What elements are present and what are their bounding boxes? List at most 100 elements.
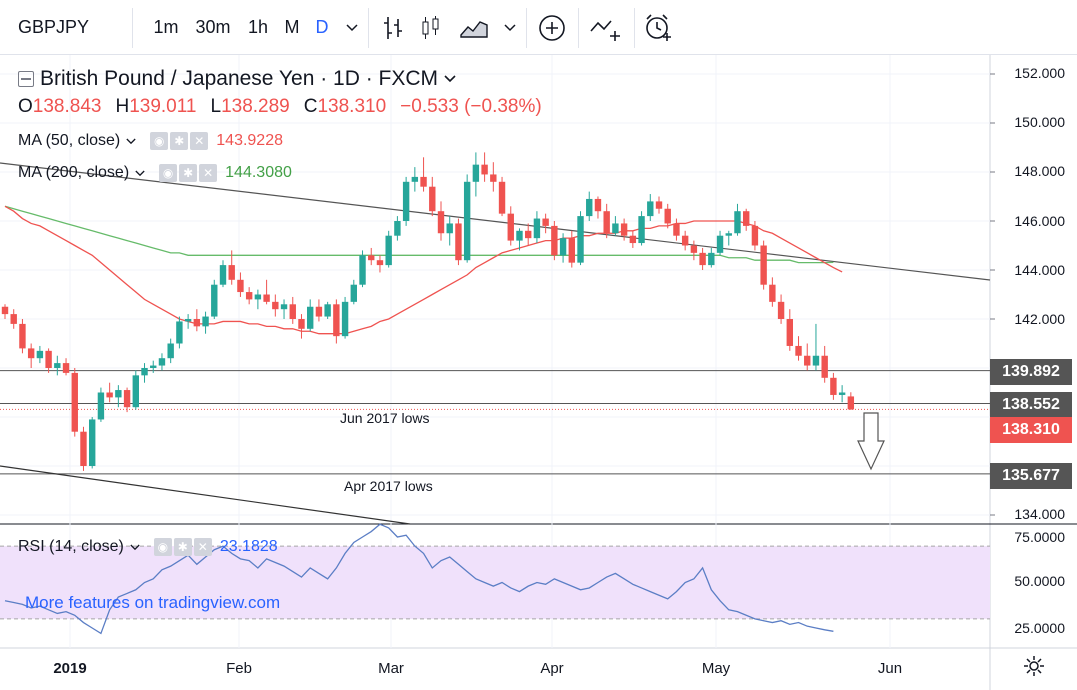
candle xyxy=(19,319,26,354)
candle xyxy=(725,230,732,246)
candle-body xyxy=(490,174,497,182)
rsi-visibility-eye-icon[interactable]: ◉ xyxy=(153,538,172,556)
interval-monthly[interactable]: M xyxy=(284,17,300,37)
top-toolbar: GBPJPY 1m 30m 1h M D xyxy=(0,0,1077,55)
candle xyxy=(237,272,244,297)
ohlc-change-value: −0.533 (−0.38%) xyxy=(400,96,542,117)
candle xyxy=(690,240,698,261)
ma50-chevron-icon[interactable] xyxy=(126,138,136,145)
ma200-legend[interactable]: MA (200, close) ◉ ✱ ✕ 144.3080 xyxy=(18,164,292,182)
ma200-visibility-eye-icon[interactable]: ◉ xyxy=(159,164,178,182)
candle-body xyxy=(734,211,741,234)
candle xyxy=(368,247,375,266)
legend-title-row: British Pound / Japanese Yen · 1D · FXCM xyxy=(18,67,456,91)
candle xyxy=(481,152,488,182)
apr-2017-lows-label[interactable]: Apr 2017 lows xyxy=(344,478,433,494)
ma200-remove-close-icon[interactable]: ✕ xyxy=(199,164,218,182)
candle xyxy=(141,363,148,383)
rsi-chevron-icon[interactable] xyxy=(130,544,140,551)
candle-body xyxy=(708,252,715,266)
candle xyxy=(777,294,785,324)
chart-area[interactable]: British Pound / Japanese Yen · 1D · FXCM… xyxy=(0,55,1077,690)
rsi-legend[interactable]: RSI (14, close) ◉ ✱ ✕ 23.1828 xyxy=(18,538,278,556)
time-tick-mar: Mar xyxy=(378,660,404,677)
candle-body xyxy=(80,431,87,466)
candle xyxy=(795,336,802,361)
ohlc-low-value: 138.289 xyxy=(221,96,290,117)
candle-body xyxy=(150,365,157,368)
candle xyxy=(655,196,663,214)
candle xyxy=(455,218,462,266)
ma50-visibility-eye-icon[interactable]: ◉ xyxy=(150,132,169,150)
tradingview-watermark[interactable]: More features on tradingview.com xyxy=(25,593,281,612)
ma50-remove-close-icon[interactable]: ✕ xyxy=(190,132,209,150)
candle xyxy=(533,211,541,244)
ma50-label[interactable]: MA (50, close) xyxy=(18,132,121,149)
upper-trend-line xyxy=(0,162,991,281)
symbol-search[interactable]: GBPJPY xyxy=(18,17,90,37)
exchange-chevron-icon[interactable] xyxy=(444,75,456,83)
ma200-series xyxy=(4,205,834,264)
symbol-description[interactable]: British Pound / Japanese Yen · 1D · FXCM xyxy=(40,67,439,90)
chart-canvas[interactable] xyxy=(0,55,1077,690)
candle-body xyxy=(699,252,706,266)
candle-body xyxy=(681,235,689,246)
candle-body xyxy=(36,350,44,359)
candle xyxy=(289,296,296,324)
candle xyxy=(333,299,340,344)
candle-body xyxy=(394,221,401,236)
jun-2017-lows-label[interactable]: Jun 2017 lows xyxy=(340,410,430,426)
rsi-tick: 50.0000 xyxy=(1014,573,1065,589)
candle-body xyxy=(743,211,750,226)
ma200-chevron-icon[interactable] xyxy=(135,170,145,177)
candle-body xyxy=(10,314,17,324)
level-tag-138552: 138.552 xyxy=(990,392,1072,418)
candle xyxy=(786,309,793,351)
chart-style-chevron-icon[interactable] xyxy=(498,0,522,55)
ma200-settings-gear-icon[interactable]: ✱ xyxy=(179,164,198,182)
candle xyxy=(429,176,436,217)
candle-body xyxy=(463,181,471,261)
candle xyxy=(228,250,235,285)
rsi-label[interactable]: RSI (14, close) xyxy=(18,538,124,555)
candle xyxy=(821,345,828,383)
candle-body xyxy=(176,321,183,344)
interval-1h[interactable]: 1h xyxy=(247,17,269,37)
candle-body xyxy=(542,218,549,226)
ma50-legend[interactable]: MA (50, close) ◉ ✱ ✕ 143.9228 xyxy=(18,132,283,150)
ohlc-close-label: C xyxy=(303,96,318,117)
candles-style-icon[interactable] xyxy=(414,0,448,55)
price-tick: 134.000 xyxy=(1014,506,1065,522)
current-price-tag: 138.310 xyxy=(990,417,1072,443)
candle-body xyxy=(830,377,837,395)
ohlc-open-label: O xyxy=(18,96,33,117)
candle xyxy=(272,294,279,317)
candle-body xyxy=(158,358,166,366)
candle-body xyxy=(368,255,375,261)
bars-style-icon[interactable] xyxy=(376,0,410,55)
interval-dropdown-chevron-icon[interactable] xyxy=(340,0,364,55)
interval-1m[interactable]: 1m xyxy=(153,17,179,37)
candle-body xyxy=(847,396,855,410)
ma200-label[interactable]: MA (200, close) xyxy=(18,164,130,181)
alert-clock-icon[interactable] xyxy=(638,0,678,55)
time-tick-may: May xyxy=(701,660,731,677)
interval-daily[interactable]: D xyxy=(315,17,329,37)
candle-body xyxy=(132,375,139,408)
rsi-settings-gear-icon[interactable]: ✱ xyxy=(173,538,192,556)
ma50-settings-gear-icon[interactable]: ✱ xyxy=(170,132,189,150)
candle-body xyxy=(455,223,462,261)
candle-body xyxy=(804,355,811,366)
interval-30m[interactable]: 30m xyxy=(195,17,231,37)
add-indicator-icon[interactable] xyxy=(532,0,572,55)
rsi-remove-close-icon[interactable]: ✕ xyxy=(193,538,212,556)
candle xyxy=(647,194,654,221)
collapse-legend-icon[interactable] xyxy=(18,71,34,87)
candle-body xyxy=(437,211,445,234)
area-style-icon[interactable] xyxy=(454,0,494,55)
price-tick: 150.000 xyxy=(1014,114,1065,130)
chart-settings-gear-icon[interactable] xyxy=(1023,655,1045,677)
toolbar-divider xyxy=(132,8,133,48)
compare-icon[interactable] xyxy=(584,0,628,55)
candle-body xyxy=(237,279,244,293)
